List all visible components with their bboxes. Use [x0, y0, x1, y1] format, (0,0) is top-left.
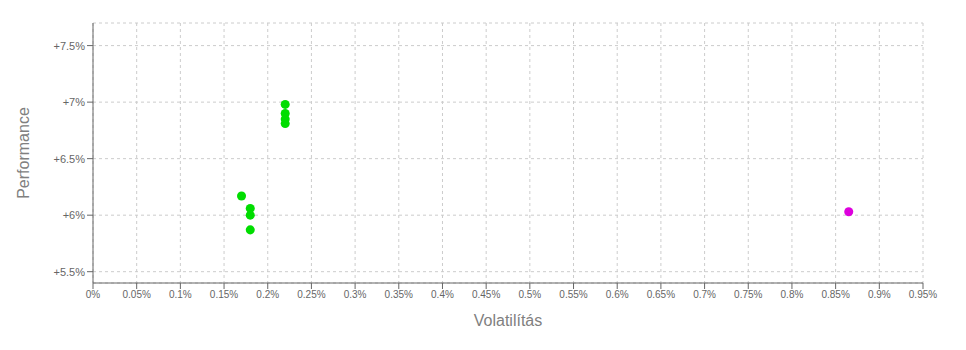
svg-text:0.55%: 0.55% [559, 289, 587, 300]
svg-text:0%: 0% [86, 289, 101, 300]
svg-text:+7%: +7% [63, 96, 86, 108]
svg-text:0.3%: 0.3% [344, 289, 367, 300]
svg-text:+5.5%: +5.5% [54, 266, 86, 278]
svg-text:0.35%: 0.35% [385, 289, 413, 300]
svg-text:+6%: +6% [63, 209, 86, 221]
svg-text:0.4%: 0.4% [431, 289, 454, 300]
svg-text:0.8%: 0.8% [781, 289, 804, 300]
svg-text:0.95%: 0.95% [909, 289, 937, 300]
svg-text:Volatilítás: Volatilítás [474, 312, 542, 329]
svg-text:0.7%: 0.7% [693, 289, 716, 300]
svg-text:0.6%: 0.6% [606, 289, 629, 300]
svg-text:+6.5%: +6.5% [54, 153, 86, 165]
svg-text:0.25%: 0.25% [297, 289, 325, 300]
svg-text:0.65%: 0.65% [647, 289, 675, 300]
svg-text:0.5%: 0.5% [518, 289, 541, 300]
svg-text:0.85%: 0.85% [821, 289, 849, 300]
svg-text:0.1%: 0.1% [169, 289, 192, 300]
svg-text:0.15%: 0.15% [210, 289, 238, 300]
svg-text:0.05%: 0.05% [123, 289, 151, 300]
svg-text:+7.5%: +7.5% [54, 40, 86, 52]
svg-text:0.9%: 0.9% [868, 289, 891, 300]
svg-text:0.45%: 0.45% [472, 289, 500, 300]
svg-text:0.75%: 0.75% [734, 289, 762, 300]
svg-text:0.2%: 0.2% [256, 289, 279, 300]
svg-text:Performance: Performance [15, 107, 32, 199]
